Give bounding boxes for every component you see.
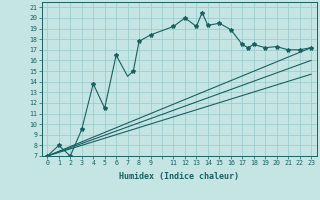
X-axis label: Humidex (Indice chaleur): Humidex (Indice chaleur) (119, 172, 239, 181)
